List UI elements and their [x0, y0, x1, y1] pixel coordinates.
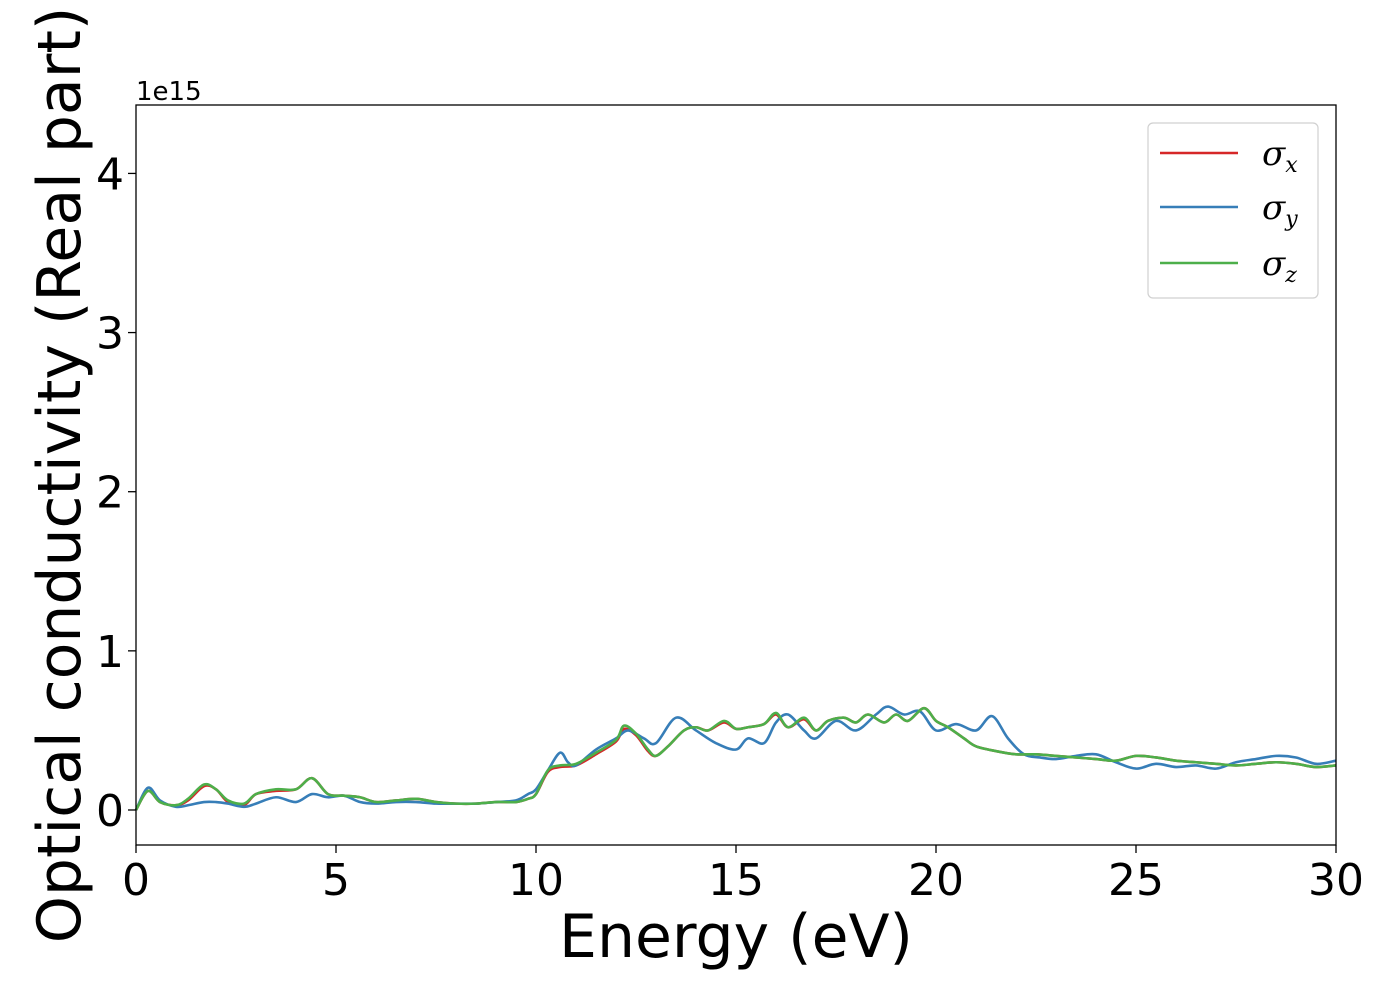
x-tick-label: 5 [322, 855, 350, 906]
x-tick-label: 10 [508, 855, 564, 906]
x-tick-label: 20 [908, 855, 964, 906]
y-tick-label: 3 [96, 309, 124, 360]
x-tick-label: 25 [1108, 855, 1164, 906]
legend-label-x: σx [1262, 134, 1298, 178]
legend-subscript-z: z [1284, 263, 1297, 288]
y-tick-label: 2 [96, 468, 124, 519]
x-axis-title: Energy (eV) [559, 902, 913, 972]
y-axis-title: Optical conductivity (Real part) [25, 7, 95, 944]
x-tick-label: 0 [122, 855, 150, 906]
series-layer [134, 705, 1337, 811]
y-tick-label: 4 [96, 149, 124, 200]
legend-box [1147, 122, 1319, 299]
legend-subscript-y: y [1284, 207, 1298, 232]
x-axis-ticks: 0 5 10 15 20 25 30 [122, 845, 1364, 906]
y-axis-ticks: 0 1 2 3 4 [96, 149, 136, 837]
y-offset-label: 1e15 [136, 77, 202, 107]
legend-subscript-x: x [1285, 153, 1298, 178]
x-tick-label: 30 [1308, 855, 1364, 906]
x-tick-label: 15 [708, 855, 764, 906]
y-tick-label: 1 [96, 627, 124, 678]
series-line-z [134, 706, 1337, 811]
legend-label-y: σy [1262, 188, 1298, 232]
series-line-y [134, 705, 1337, 811]
y-tick-label: 0 [96, 786, 124, 837]
